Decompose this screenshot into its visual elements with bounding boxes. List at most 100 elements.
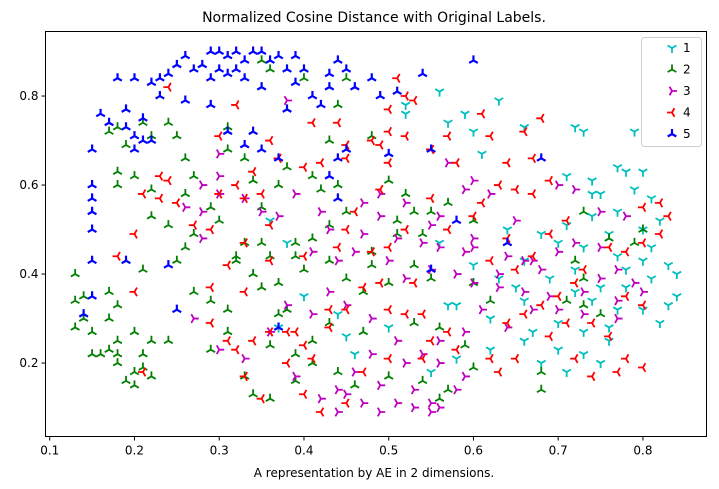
data-point [248,126,259,136]
data-point [104,344,114,353]
data-point [400,309,409,319]
data-point [282,64,292,73]
series-3-points [182,95,648,417]
data-point [521,255,530,266]
data-point [360,398,369,408]
data-point [290,237,301,247]
data-point [400,101,411,110]
data-point [527,251,537,262]
data-point [282,162,292,171]
data-point [383,371,394,380]
data-point [163,335,174,345]
data-point [298,389,308,400]
data-point [595,359,606,369]
data-point [146,335,157,345]
x-tick-label: 0.5 [379,444,398,458]
data-point [612,163,623,173]
data-point [383,277,394,287]
series-2-points [70,55,648,402]
data-point [171,59,182,69]
data-point [78,309,89,318]
y-tick-label: 0.8 [19,89,38,103]
data-point [468,362,479,371]
data-point [578,328,589,337]
data-point [87,193,97,202]
data-point [341,64,352,73]
data-point [180,188,191,198]
series-5-points [78,46,547,331]
data-point [436,358,445,368]
data-point [324,68,335,78]
data-point [637,300,647,310]
data-point [383,175,394,184]
data-point [417,229,428,238]
data-point [544,175,553,186]
data-point [241,353,250,364]
data-point [180,50,191,60]
data-point [256,144,267,153]
data-point [376,211,386,221]
data-point [190,313,199,324]
data-point [341,206,352,216]
data-point [137,189,147,199]
data-point [112,300,123,309]
data-point [350,380,360,389]
data-point [376,407,386,417]
data-point [307,91,318,100]
data-point [485,295,496,305]
data-point [512,215,521,226]
data-point [214,131,223,141]
data-point [333,99,343,109]
data-point [629,186,640,195]
data-point [317,206,326,217]
data-point [478,304,487,315]
data-point [570,255,580,264]
data-point [393,398,403,408]
data-point [205,282,215,293]
data-point [426,144,436,153]
data-point [273,180,284,189]
data-point [570,123,580,133]
data-point [375,140,384,150]
data-point [299,293,309,302]
data-point [307,171,318,180]
data-point [597,273,606,284]
data-point [239,73,250,82]
data-point [265,64,275,73]
data-point [121,139,131,149]
data-point [461,327,470,337]
data-point [443,384,453,394]
data-point [205,99,216,109]
data-point [663,261,674,271]
data-point [199,233,208,244]
data-point [163,68,174,78]
data-point [215,171,225,181]
data-point [299,264,309,273]
data-point [239,371,248,382]
legend: 1 2 3 4 5 [641,37,702,147]
data-point [358,367,367,377]
data-point [493,180,503,190]
data-point [521,287,530,297]
data-point [460,110,470,119]
data-point [215,344,225,355]
data-point [578,273,589,282]
x-tick-label: 0.2 [125,444,144,458]
data-point [409,318,419,327]
data-point [180,242,191,251]
data-point [629,128,640,137]
data-point [451,301,462,311]
data-point [427,407,437,417]
data-point [214,46,225,55]
data-point [87,144,97,153]
data-point [146,371,157,380]
data-point [519,297,530,306]
data-point [129,171,140,180]
y-tick-label: 0.4 [19,267,38,281]
data-point [70,295,80,305]
data-point [622,211,631,221]
data-point [273,50,284,60]
data-point [341,153,350,164]
data-point [182,202,191,213]
data-point [163,82,172,92]
